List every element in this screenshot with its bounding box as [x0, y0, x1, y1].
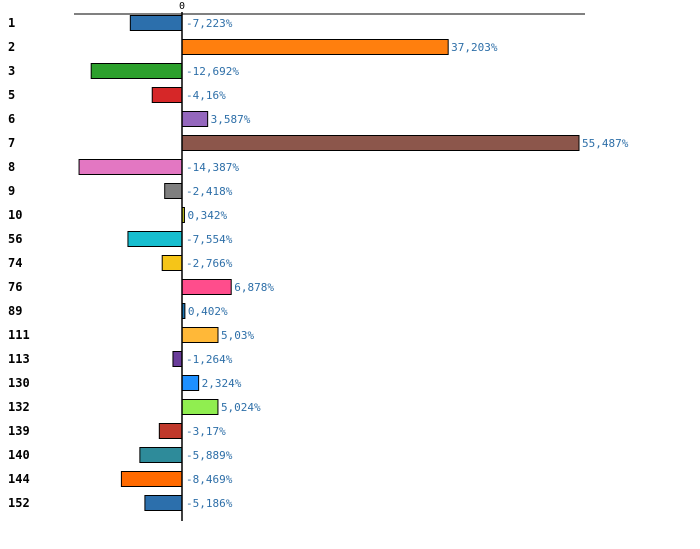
category-label: 140 [8, 448, 30, 462]
category-label: 1 [8, 16, 15, 30]
category-label: 56 [8, 232, 22, 246]
category-label: 139 [8, 424, 30, 438]
value-label: 3,587% [211, 113, 251, 126]
value-label: -3,17% [186, 425, 226, 438]
bar [158, 423, 183, 439]
category-label: 130 [8, 376, 30, 390]
category-label: 132 [8, 400, 30, 414]
bar [181, 111, 209, 127]
value-label: -7,554% [186, 233, 233, 246]
category-label: 6 [8, 112, 15, 126]
bar-rows: 1 -7,223% 2 37,203% 3 -12,692% 5 -4,16% 6 3,587% 7… [8, 15, 629, 511]
bar [161, 255, 183, 271]
value-label: -8,469% [186, 473, 233, 486]
category-label: 144 [8, 472, 30, 486]
category-label: 76 [8, 280, 22, 294]
category-label: 89 [8, 304, 22, 318]
bar [129, 15, 183, 31]
value-label: -2,418% [186, 185, 233, 198]
bar [144, 495, 183, 511]
value-label: -5,186% [186, 497, 233, 510]
value-label: -12,692% [186, 65, 239, 78]
bar [181, 375, 200, 391]
value-label: -2,766% [186, 257, 233, 270]
value-label: -4,16% [186, 89, 226, 102]
value-label: 55,487% [582, 137, 629, 150]
bar [78, 159, 183, 175]
value-label: 2,324% [202, 377, 242, 390]
category-label: 113 [8, 352, 30, 366]
value-label: 5,024% [221, 401, 261, 414]
bar [139, 447, 183, 463]
value-label: -1,264% [186, 353, 233, 366]
x-tick-label-zero: 0 [179, 1, 185, 12]
category-label: 152 [8, 496, 30, 510]
bar [151, 87, 183, 103]
bar [120, 471, 183, 487]
category-label: 74 [8, 256, 22, 270]
value-label: -5,889% [186, 449, 233, 462]
value-label: 6,878% [234, 281, 274, 294]
bar [181, 39, 449, 55]
bar [181, 135, 580, 151]
bar [181, 279, 232, 295]
value-label: 5,03% [221, 329, 254, 342]
value-label: 37,203% [451, 41, 498, 54]
bar [172, 351, 183, 367]
value-label: -7,223% [186, 17, 233, 30]
bar [181, 327, 219, 343]
bar [90, 63, 183, 79]
category-label: 5 [8, 88, 15, 102]
bar [181, 399, 219, 415]
category-label: 111 [8, 328, 30, 342]
category-label: 10 [8, 208, 22, 222]
category-label: 7 [8, 136, 15, 150]
category-label: 3 [8, 64, 15, 78]
value-label: -14,387% [186, 161, 239, 174]
category-label: 9 [8, 184, 15, 198]
value-label: 0,342% [187, 209, 227, 222]
bar [127, 231, 183, 247]
bar [164, 183, 183, 199]
category-label: 8 [8, 160, 15, 174]
category-label: 2 [8, 40, 15, 54]
value-label: 0,402% [188, 305, 228, 318]
